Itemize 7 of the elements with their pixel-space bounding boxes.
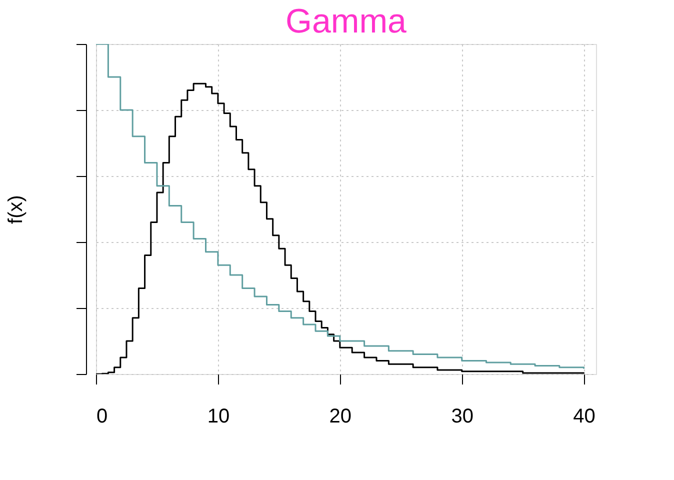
x-tick-label: 20 [329,406,352,428]
chart-title: Gamma [286,2,407,40]
x-tick-label: 10 [207,406,230,428]
x-tick-label: 40 [573,406,596,428]
x-tick-label: 30 [451,406,474,428]
x-tick-label: 0 [96,406,108,428]
y-axis-title: f(x) [5,195,27,224]
